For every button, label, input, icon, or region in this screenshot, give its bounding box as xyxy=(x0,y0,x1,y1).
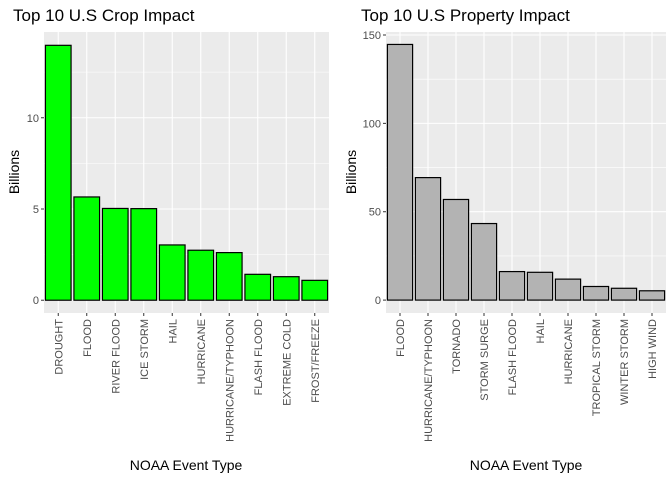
crop-bar-hail xyxy=(158,244,186,301)
crop-y-axis: 0 5 10 xyxy=(27,113,44,307)
crop-bar-ice-storm xyxy=(130,208,158,301)
crop-bar-hurricane xyxy=(187,249,215,301)
crop-bar-hurricane-typhoon xyxy=(215,252,243,301)
crop-x-tick-label: FLASH FLOOD xyxy=(253,319,265,395)
property-bar-hurricane xyxy=(554,278,582,301)
property-x-tick-label: TROPICAL STORM xyxy=(591,319,603,416)
property-bar-high-wind xyxy=(638,290,666,301)
property-x-tick-label: HURRICANE/TYPHOON xyxy=(423,319,435,442)
crop-impact-chart: Top 10 U.S Crop Impact 0 5 10 DROUGHT FLOOD… xyxy=(6,6,329,473)
property-chart-title: Top 10 U.S Property Impact xyxy=(361,6,570,25)
crop-x-axis-title: NOAA Event Type xyxy=(130,457,243,473)
property-bar-tornado xyxy=(442,198,470,301)
crop-x-tick-label: HURRICANE/TYPHOON xyxy=(224,319,236,442)
crop-x-tick-label: HAIL xyxy=(167,319,179,343)
crop-x-tick-label: EXTREME COLD xyxy=(281,319,293,406)
property-x-axis-title: NOAA Event Type xyxy=(470,457,583,473)
crop-bar-drought xyxy=(44,44,72,301)
property-bar-winter-storm xyxy=(610,287,638,301)
property-x-tick-label: FLASH FLOOD xyxy=(507,319,519,395)
property-y-tick-label: 0 xyxy=(375,295,381,307)
crop-bar-flash-flood xyxy=(244,273,272,301)
crop-x-tick-label: FROST/FREEZE xyxy=(310,319,322,403)
property-impact-chart: Top 10 U.S Property Impact 0 50 100 150 FLO… xyxy=(343,6,666,473)
property-x-tick-label: WINTER STORM xyxy=(619,319,631,405)
property-bar-flash-flood xyxy=(498,270,526,301)
property-bar-tropical-storm xyxy=(582,285,610,301)
property-x-tick-label: TORNADO xyxy=(451,319,463,374)
crop-chart-title: Top 10 U.S Crop Impact xyxy=(13,6,195,25)
property-bar-hail xyxy=(526,271,554,301)
property-y-tick-label: 100 xyxy=(363,118,381,130)
property-y-tick-label: 50 xyxy=(369,207,381,219)
crop-x-tick-label: RIVER FLOOD xyxy=(110,319,122,394)
property-y-axis: 0 50 100 150 xyxy=(363,30,386,307)
property-x-tick-label: STORM SURGE xyxy=(479,319,491,401)
property-x-tick-label: HAIL xyxy=(535,319,547,343)
crop-x-axis: DROUGHT FLOOD RIVER FLOOD ICE STORM HAIL HURR… xyxy=(53,313,322,442)
crop-y-tick-label: 5 xyxy=(33,204,39,216)
property-x-tick-label: FLOOD xyxy=(395,319,407,357)
crop-x-tick-label: FLOOD xyxy=(82,319,94,357)
property-bar-storm-surge xyxy=(470,222,498,301)
property-bar-flood xyxy=(386,43,414,301)
crop-x-tick-label: HURRICANE xyxy=(196,319,208,384)
crop-bar-flood xyxy=(73,196,101,301)
property-y-axis-title: Billions xyxy=(343,150,359,194)
property-x-tick-label: HURRICANE xyxy=(563,319,575,384)
crop-y-tick-label: 10 xyxy=(27,113,39,125)
crop-bars xyxy=(44,44,329,301)
property-bar-hurricane-typhoon xyxy=(414,177,442,301)
crop-bar-river-flood xyxy=(101,207,129,301)
property-x-axis: FLOOD HURRICANE/TYPHOON TORNADO STORM SURGE… xyxy=(395,313,659,442)
property-y-tick-label: 150 xyxy=(363,30,381,42)
crop-x-tick-label: DROUGHT xyxy=(53,319,65,375)
property-x-tick-label: HIGH WIND xyxy=(647,319,659,379)
property-bars xyxy=(386,43,666,301)
crop-y-tick-label: 0 xyxy=(33,295,39,307)
crop-y-axis-title: Billions xyxy=(6,150,22,194)
crop-bar-extreme-cold xyxy=(272,276,300,301)
crop-x-tick-label: ICE STORM xyxy=(139,319,151,380)
crop-bar-frost-freeze xyxy=(301,279,329,301)
